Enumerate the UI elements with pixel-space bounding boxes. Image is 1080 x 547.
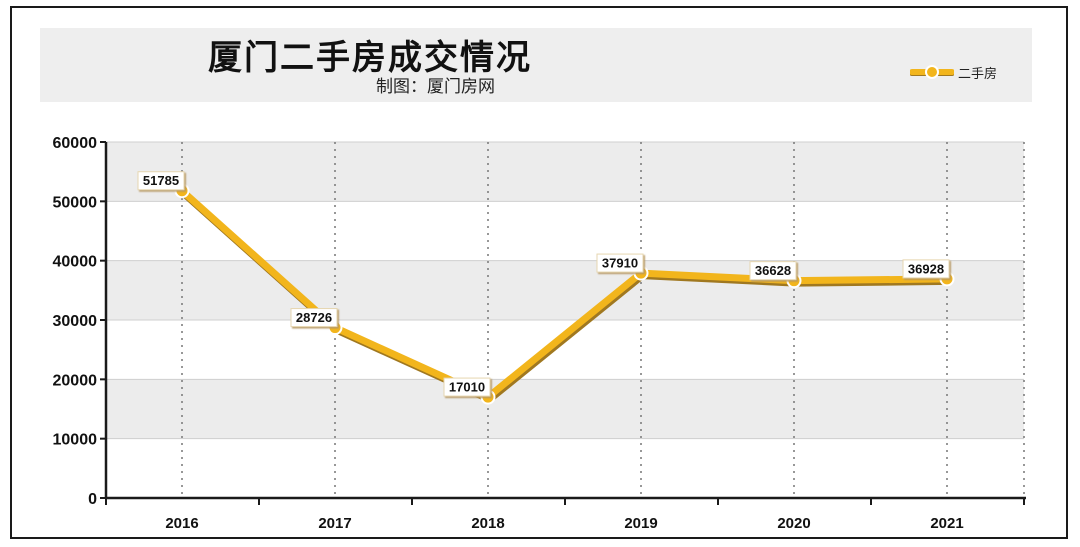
data-labels: 51785 28726 17010 37910 36628 36928 xyxy=(137,171,950,397)
x-tick-label: 2016 xyxy=(165,515,198,532)
data-label: 17010 xyxy=(449,380,485,395)
axes xyxy=(100,141,1026,505)
y-tick-label: 50000 xyxy=(53,194,98,211)
y-tick-labels: 0 10000 20000 30000 40000 50000 60000 xyxy=(53,135,98,508)
data-label: 37910 xyxy=(602,256,638,271)
x-tick-label: 2018 xyxy=(471,515,504,532)
legend-series-label: 二手房 xyxy=(958,66,998,82)
data-label-box xyxy=(290,308,338,328)
data-label-box xyxy=(596,253,644,273)
plot-bands xyxy=(106,141,1024,440)
data-label-box xyxy=(902,259,950,279)
legend-line-marker-icon xyxy=(910,65,954,79)
data-label-box xyxy=(749,261,797,281)
plot-band xyxy=(106,379,1024,439)
data-label: 36928 xyxy=(908,261,944,276)
y-tick-label: 60000 xyxy=(53,135,98,152)
y-tick-label: 30000 xyxy=(53,313,98,330)
legend: 二手房 xyxy=(910,62,997,82)
series-line xyxy=(178,187,952,404)
x-tick-label: 2017 xyxy=(318,515,351,532)
x-tick-label: 2019 xyxy=(624,515,657,532)
y-tick-label: 10000 xyxy=(53,432,98,449)
data-label: 28726 xyxy=(296,310,332,325)
chart-subtitle: 制图：厦门房网 xyxy=(376,77,495,97)
x-tick-label: 2021 xyxy=(930,515,963,532)
chart-header: 厦门二手房成交情况 制图：厦门房网 二手房 xyxy=(40,28,1032,102)
series-line-path xyxy=(178,187,951,401)
data-label: 36628 xyxy=(755,263,791,278)
plot-band xyxy=(106,142,1024,202)
data-label-box xyxy=(137,171,185,191)
y-tick-label: 0 xyxy=(88,491,97,508)
plot-band xyxy=(106,260,1024,320)
y-tick-label: 40000 xyxy=(53,254,98,271)
x-tick-label: 2020 xyxy=(777,515,810,532)
y-tick-label: 20000 xyxy=(53,372,98,389)
chart-title: 厦门二手房成交情况 xyxy=(208,38,532,78)
x-tick-labels: 2016 2017 2018 2019 2020 2021 xyxy=(165,515,963,532)
data-label: 51785 xyxy=(143,173,179,188)
data-label-box xyxy=(443,377,491,397)
